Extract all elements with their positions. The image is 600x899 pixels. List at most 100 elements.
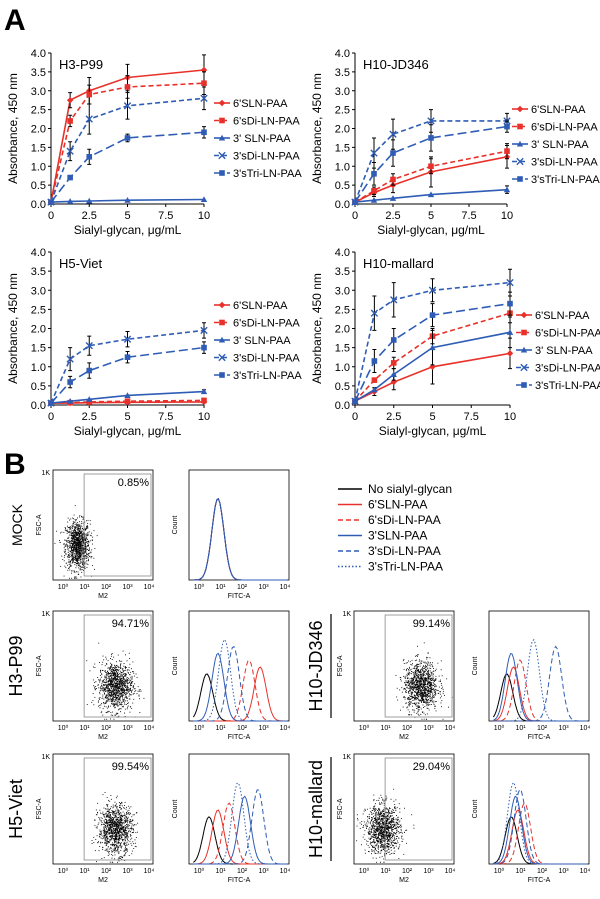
event-dot [113, 705, 114, 707]
event-dot [385, 838, 386, 840]
event-dot [102, 688, 104, 690]
event-dot [82, 566, 84, 568]
event-dot [108, 828, 109, 830]
event-dot [104, 675, 106, 677]
event-dot [112, 817, 114, 818]
event-dot [111, 684, 113, 686]
event-dot [428, 686, 429, 688]
event-dot [430, 668, 432, 669]
event-dot [127, 680, 129, 681]
event-dot [430, 671, 432, 673]
event-dot [116, 681, 118, 683]
event-dot [416, 695, 418, 696]
event-dot [118, 702, 120, 704]
event-dot [124, 716, 126, 717]
event-dot [68, 534, 70, 536]
event-dot [92, 536, 94, 538]
event-dot [422, 678, 423, 680]
event-dot [69, 566, 70, 568]
event-dot [78, 550, 80, 552]
event-dot [120, 817, 122, 818]
event-dot [124, 860, 126, 861]
event-dot [110, 681, 112, 683]
event-dot [117, 819, 119, 821]
event-dot [114, 694, 116, 695]
event-dot [126, 822, 128, 824]
event-dot [79, 553, 81, 555]
event-dot [425, 687, 427, 689]
scatter-frame [52, 753, 154, 865]
event-dot [132, 671, 133, 673]
event-dot [113, 704, 115, 706]
event-dot [405, 688, 406, 690]
event-dot [98, 835, 100, 837]
event-dot [65, 543, 67, 545]
event-dot [434, 708, 436, 709]
event-dot [136, 812, 138, 813]
event-dot [77, 558, 79, 560]
event-dot [116, 834, 118, 836]
event-dot [388, 845, 389, 847]
event-dot [118, 857, 120, 858]
event-dot [116, 838, 118, 840]
event-dot [119, 830, 121, 831]
event-dot [77, 526, 79, 528]
event-dot [133, 848, 135, 849]
event-dot [75, 576, 77, 578]
event-dot [73, 553, 75, 554]
event-dot [122, 839, 123, 841]
x-tick-label: 10¹ [215, 725, 226, 732]
event-dot [118, 685, 120, 687]
y-axis-label: FSC-A [36, 514, 43, 535]
event-dot [116, 833, 118, 834]
event-dot [79, 558, 80, 560]
histogram-trace [493, 638, 587, 722]
data-point [124, 197, 131, 203]
event-dot [418, 685, 420, 687]
event-dot [77, 539, 79, 541]
event-dot [74, 532, 75, 534]
event-dot [116, 703, 118, 705]
event-dot [128, 702, 129, 704]
event-dot [428, 690, 430, 692]
event-dot [112, 667, 114, 669]
event-dot [110, 848, 112, 850]
event-dot [115, 839, 117, 841]
event-dot [72, 543, 74, 545]
data-point [506, 350, 514, 357]
y-tick-label: 1.5 [335, 142, 350, 154]
event-dot [119, 804, 120, 806]
event-dot [410, 689, 411, 691]
event-dot [118, 694, 120, 696]
event-dot [107, 846, 109, 848]
event-dot [419, 673, 421, 675]
event-dot [421, 677, 422, 679]
event-dot [415, 687, 417, 688]
event-dot [101, 824, 102, 826]
event-dot [124, 666, 126, 667]
event-dot [114, 848, 116, 849]
event-dot [111, 699, 113, 701]
row-label: H5-Viet [6, 779, 26, 839]
event-dot [134, 842, 136, 844]
gate-percent: 0.85% [118, 477, 149, 489]
event-dot [416, 691, 418, 693]
event-dot [418, 679, 420, 681]
event-dot [121, 689, 123, 691]
x-tick-label: 10⁴ [280, 584, 291, 591]
event-dot [434, 689, 436, 691]
event-dot [100, 841, 102, 843]
event-dot [415, 691, 416, 693]
event-dot [430, 675, 432, 677]
event-dot [118, 682, 120, 683]
event-dot [131, 850, 133, 852]
event-dot [89, 540, 91, 542]
event-dot [103, 826, 105, 828]
event-dot [383, 835, 385, 837]
x-tick-label: 10³ [122, 584, 133, 591]
event-dot [108, 683, 110, 685]
event-dot [422, 698, 423, 699]
event-dot [119, 676, 121, 678]
event-dot [75, 556, 77, 558]
event-dot [405, 684, 407, 685]
